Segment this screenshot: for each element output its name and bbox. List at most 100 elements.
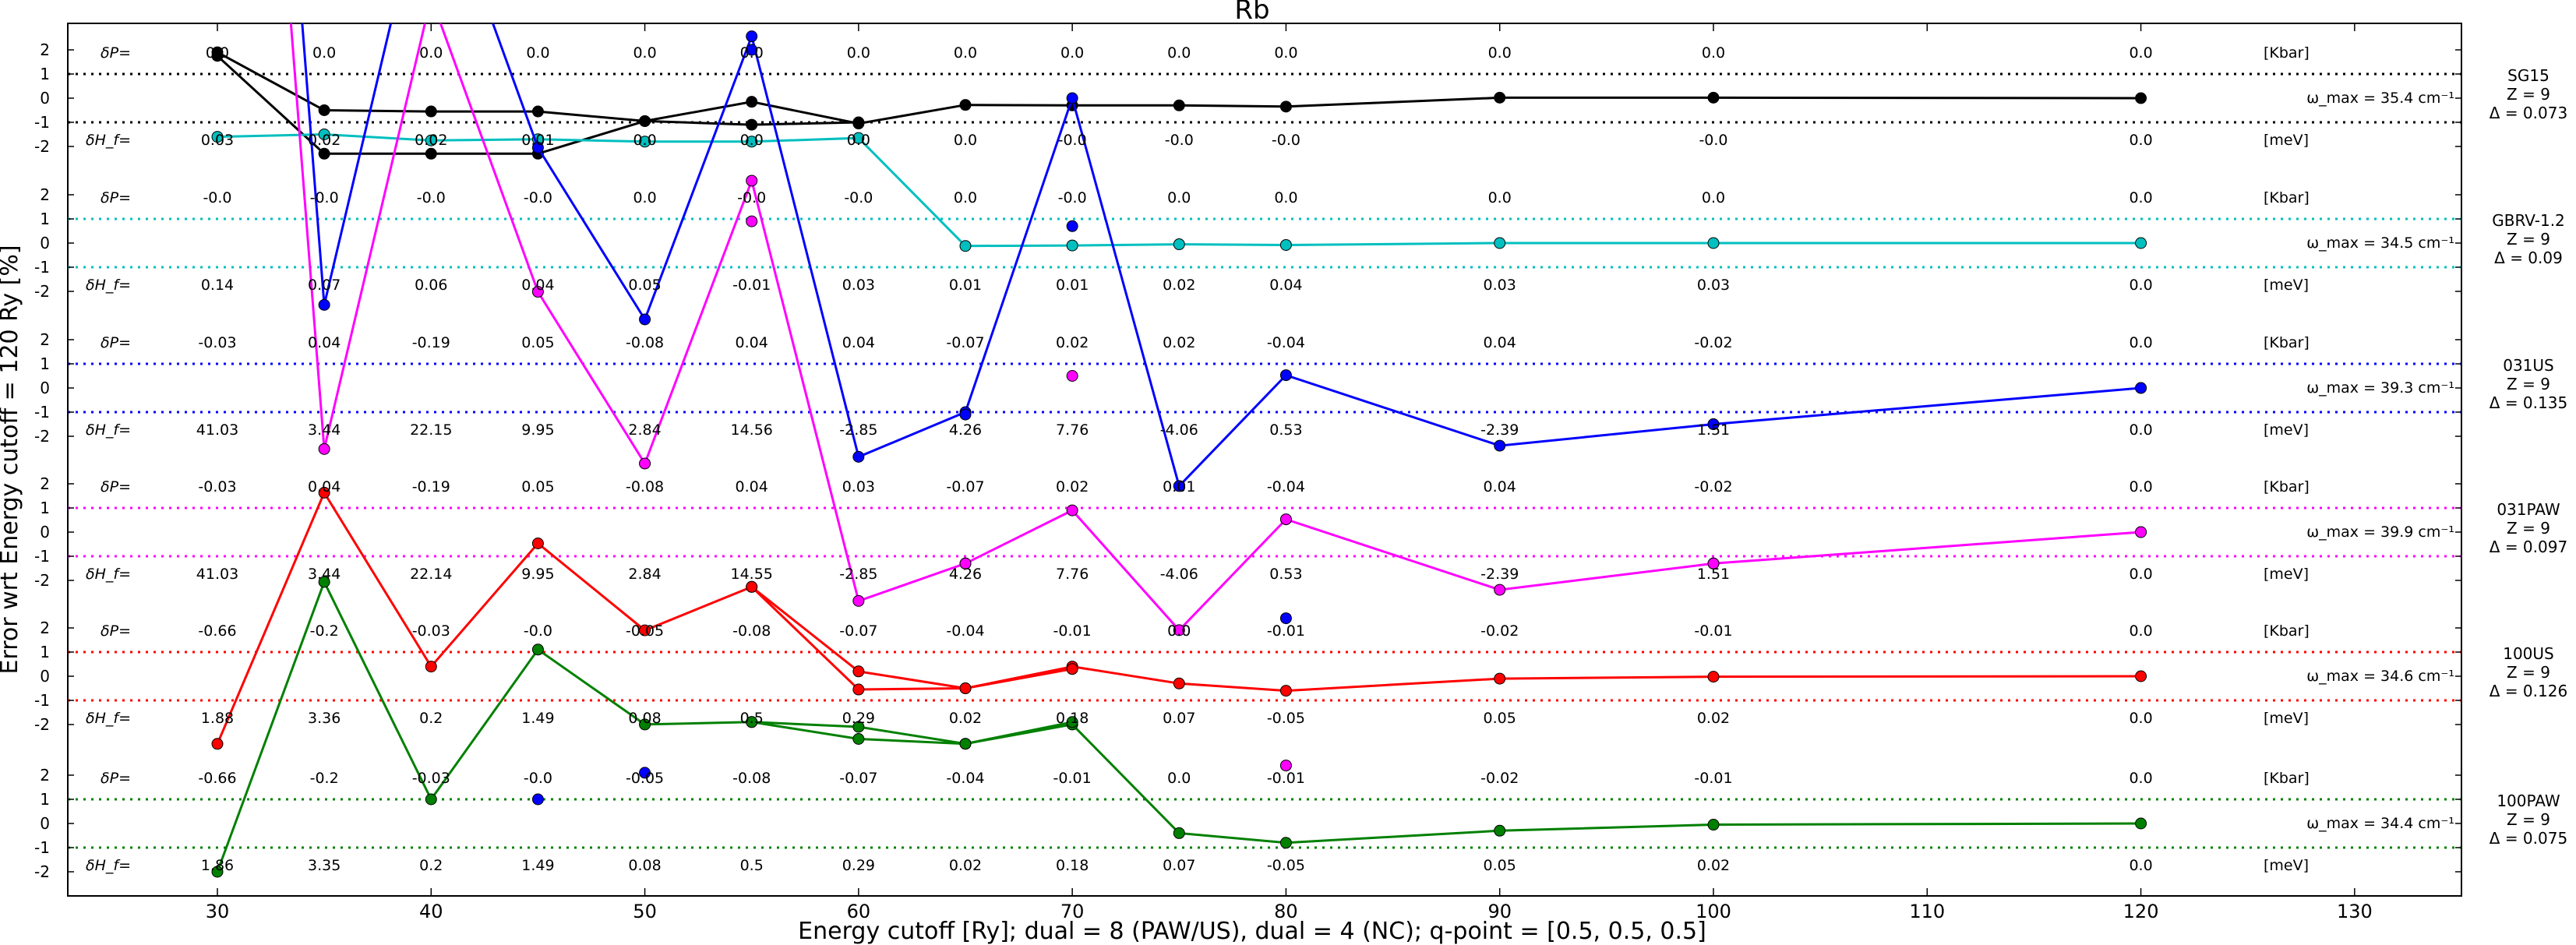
y-tick-label: 0 bbox=[40, 379, 50, 397]
dh-value: 0.0 bbox=[2129, 277, 2152, 294]
data-point-100paw bbox=[852, 733, 865, 745]
x-tick-label: 50 bbox=[633, 901, 657, 922]
dh-value: 9.95 bbox=[521, 421, 554, 439]
dp-value: -0.02 bbox=[1480, 622, 1519, 640]
dp-row-label: δP= bbox=[101, 334, 131, 351]
data-point-gbrv-1-2 bbox=[1279, 238, 1292, 251]
data-point-100paw bbox=[211, 866, 224, 878]
dp-value: -0.01 bbox=[1267, 770, 1305, 787]
y-tick-label: 1 bbox=[40, 65, 50, 83]
dp-value: 0.04 bbox=[1484, 334, 1516, 351]
unit-kbar: [Kbar] bbox=[2264, 44, 2310, 62]
y-tick-label: 1 bbox=[40, 499, 50, 517]
dp-value: -0.03 bbox=[412, 622, 450, 640]
y-tick-label: 2 bbox=[40, 766, 50, 785]
chart-title: Rb bbox=[1234, 0, 1269, 26]
data-point-sg15 bbox=[852, 116, 865, 129]
dh-value: 0.03 bbox=[842, 277, 875, 294]
data-point-031paw bbox=[1494, 584, 1506, 596]
dh-value: 0.01 bbox=[1056, 277, 1089, 294]
dp-value: 0.05 bbox=[521, 478, 554, 495]
dh-value: 0.08 bbox=[628, 710, 661, 727]
unit-mev: [meV] bbox=[2264, 566, 2309, 583]
dp-value: 0.04 bbox=[308, 334, 341, 351]
dp-value: -0.04 bbox=[946, 770, 984, 787]
dp-value: 0.0 bbox=[1488, 189, 1512, 206]
y-tick-label: 0 bbox=[40, 814, 50, 833]
dp-value: -0.08 bbox=[626, 334, 664, 351]
omega-max-gbrv-1-2: ω_max = 34.5 cm⁻¹ bbox=[2306, 234, 2454, 252]
dh-value: -0.0 bbox=[1058, 132, 1087, 149]
dp-value: 0.0 bbox=[312, 44, 336, 62]
data-point-031us bbox=[746, 44, 758, 56]
data-point-100us bbox=[1494, 672, 1506, 685]
dp-value: 0.04 bbox=[736, 334, 768, 351]
data-point-sg15 bbox=[1494, 91, 1506, 104]
dh-value: 3.36 bbox=[308, 710, 341, 727]
series-line-100us bbox=[216, 490, 2141, 745]
unit-mev: [meV] bbox=[2264, 421, 2309, 439]
x-tick-label: 100 bbox=[1696, 901, 1731, 922]
dh-value: 4.26 bbox=[949, 421, 982, 439]
data-point-100paw bbox=[531, 644, 544, 656]
data-point-100us bbox=[531, 538, 544, 549]
data-point-031paw bbox=[1066, 370, 1078, 382]
dh-value: 3.44 bbox=[308, 566, 341, 583]
dp-value: -0.05 bbox=[626, 770, 664, 787]
unit-kbar: [Kbar] bbox=[2264, 478, 2310, 495]
y-tick-label: -2 bbox=[34, 862, 50, 881]
data-point-031us bbox=[1279, 612, 1292, 625]
dp-value: 0.0 bbox=[954, 189, 977, 206]
y-tick-label: 0 bbox=[40, 234, 50, 252]
data-point-gbrv-1-2 bbox=[1066, 239, 1078, 252]
data-point-sg15 bbox=[959, 99, 972, 111]
dh-value: 0.18 bbox=[1056, 857, 1089, 874]
data-point-031paw bbox=[1279, 760, 1292, 772]
data-point-100paw bbox=[1173, 827, 1185, 839]
data-point-100us bbox=[746, 580, 758, 593]
dh-value: 0.02 bbox=[1163, 277, 1195, 294]
data-point-sg15 bbox=[531, 105, 544, 118]
dp-value: 0.03 bbox=[842, 478, 875, 495]
dp-value: 0.0 bbox=[1274, 189, 1297, 206]
y-tick-label: 1 bbox=[40, 210, 50, 228]
dp-value: 0.0 bbox=[2129, 44, 2152, 62]
series-z-100paw: Z = 9 bbox=[2507, 810, 2550, 829]
y-tick-label: 0 bbox=[40, 667, 50, 686]
dh-value: 3.35 bbox=[308, 857, 341, 874]
dh-value: 0.0 bbox=[633, 132, 656, 149]
dh-value: 0.0 bbox=[2129, 566, 2152, 583]
dp-value: -0.66 bbox=[198, 622, 236, 640]
dh-value: 41.03 bbox=[196, 421, 238, 439]
dh-value: 0.18 bbox=[1056, 710, 1089, 727]
series-z-031us: Z = 9 bbox=[2507, 375, 2550, 393]
x-tick-label: 80 bbox=[1274, 901, 1298, 922]
dp-value: 0.0 bbox=[1167, 622, 1191, 640]
series-name-100paw: 100PAW bbox=[2497, 792, 2560, 810]
dp-value: 0.04 bbox=[308, 478, 341, 495]
x-tick-label: 60 bbox=[847, 901, 871, 922]
dh-value: 0.14 bbox=[201, 277, 234, 294]
data-point-031paw bbox=[425, 0, 436, 3]
dp-value: -0.01 bbox=[1694, 622, 1732, 640]
data-point-100us bbox=[2135, 670, 2147, 682]
omega-max-sg15: ω_max = 35.4 cm⁻¹ bbox=[2306, 90, 2454, 107]
series-delta-100paw: Δ = 0.075 bbox=[2490, 829, 2567, 848]
y-tick-label: -1 bbox=[34, 691, 50, 710]
data-point-031us bbox=[959, 408, 972, 421]
dp-value: 0.02 bbox=[1056, 334, 1089, 351]
dh-value: 3.44 bbox=[308, 421, 341, 439]
omega-max-031paw: ω_max = 39.9 cm⁻¹ bbox=[2306, 524, 2454, 541]
data-point-sg15 bbox=[318, 147, 330, 160]
dp-value: -0.0 bbox=[524, 770, 552, 787]
dp-value: 0.0 bbox=[2129, 622, 2152, 640]
data-point-100us bbox=[1707, 671, 1720, 683]
data-point-gbrv-1-2 bbox=[425, 134, 437, 146]
dp-value: -0.19 bbox=[412, 334, 450, 351]
data-point-031paw bbox=[1066, 504, 1078, 517]
dp-value: 0.0 bbox=[1702, 189, 1725, 206]
series-delta-100us: Δ = 0.126 bbox=[2490, 682, 2567, 700]
y-tick-label: 1 bbox=[40, 790, 50, 809]
data-point-031paw bbox=[1173, 624, 1185, 636]
